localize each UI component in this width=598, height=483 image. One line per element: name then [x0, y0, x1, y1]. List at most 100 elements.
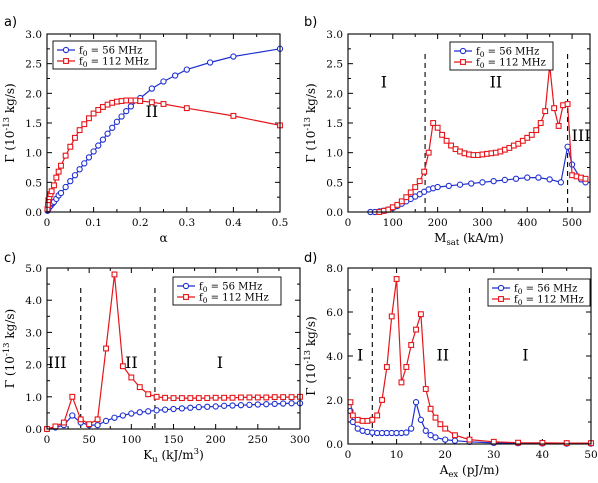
- panel-d-xtick-label: 40: [536, 449, 549, 461]
- panel-b-ylabel-main: Γ (10: [304, 131, 318, 163]
- panel-a-region-label: II: [146, 102, 159, 121]
- panel-b-data-point: [430, 120, 437, 126]
- panel-d-xlabel-rest: (pJ/m): [458, 463, 499, 477]
- panel-d-plot-frame: [347, 267, 592, 445]
- panel-a-xtick-label: 0.5: [272, 217, 289, 229]
- panel-a-data-point: [171, 72, 179, 79]
- panel-a-data-point: [90, 148, 97, 155]
- panel-b-data-point: [546, 176, 553, 183]
- panel-b-data-point: [524, 174, 531, 181]
- panel-c-ytick-label: 2.0: [25, 360, 42, 372]
- panel-a-series-line: [46, 99, 281, 210]
- panel-c-data-point: [86, 421, 93, 428]
- panel-d-data-point: [354, 416, 361, 423]
- panel-b-legend-entry-sub: 0: [480, 61, 485, 70]
- panel-c-legend-entry-rest: = 56 MHz: [207, 282, 262, 293]
- panel-c-xlabel-sup: 3: [194, 447, 199, 457]
- panel-a-data-point: [118, 113, 125, 120]
- panel-a-data-point: [99, 136, 107, 143]
- panel-a-data-point: [127, 97, 134, 104]
- panel-c-ytick-label: 0.0: [25, 424, 42, 436]
- panel-a-data-point: [160, 78, 167, 85]
- panel-c-data-point: [111, 271, 118, 278]
- panel-a-plot-frame: [46, 33, 281, 213]
- panel-a-ytick-label: 0.5: [25, 177, 42, 189]
- panel-c-data-point: [271, 394, 278, 401]
- panel-c-legend-marker: [182, 282, 190, 290]
- panel-d-legend-entry: f0 = 56 MHz: [514, 284, 577, 297]
- panel-b-data-point: [524, 134, 531, 141]
- panel-d-xlabel-sub: ex: [448, 470, 458, 480]
- panel-b-data-point: [512, 175, 520, 182]
- panel-c-data-point: [280, 394, 287, 401]
- panel-b-data-point: [479, 179, 486, 186]
- panel-c-xlabel-end: ): [199, 448, 204, 462]
- panel-a-letter: a): [4, 15, 17, 30]
- panel-a-data-point: [72, 134, 78, 141]
- panel-a-xtick-label: 0.1: [85, 217, 102, 229]
- panel-c-data-point: [111, 414, 118, 421]
- panel-d-data-point: [427, 405, 434, 412]
- panel-b-y-axis-label: Γ (10-13 kg/s): [303, 83, 318, 162]
- panel-d-data-point: [403, 429, 410, 436]
- panel-c-letter: c): [4, 251, 16, 266]
- panel-c-data-point: [136, 409, 143, 416]
- panel-a-data-point: [230, 53, 237, 60]
- panel-a-data-point: [95, 142, 102, 149]
- panel-b-region-label: I: [381, 72, 387, 91]
- panel-b-data-point: [445, 182, 452, 190]
- panel-c-y-axis-label: Γ (10-13 kg/s): [2, 309, 17, 388]
- panel-c-series-112mhz: [44, 271, 303, 432]
- panel-b-data-point: [515, 140, 522, 147]
- panel-a-data-point: [99, 104, 106, 110]
- panel-b-data-point: [582, 175, 589, 182]
- panel-b-data-point: [501, 176, 509, 184]
- panel-c-data-point: [271, 400, 278, 408]
- panel-b-ytick-label: 2.5: [326, 59, 343, 71]
- panel-d-data-point: [359, 417, 366, 424]
- panel-c-data-point: [94, 416, 101, 423]
- panel-c-data-point: [246, 401, 253, 408]
- panel-c-data-point: [212, 403, 219, 410]
- panel-c-plot-frame: [46, 267, 301, 430]
- panel-c-data-point: [229, 394, 236, 401]
- panel-b-legend-entry-f: f: [476, 47, 481, 58]
- panel-d-ytick-label: 2.0: [326, 395, 343, 407]
- panel-d-legend-entry-rest: = 112 MHz: [522, 295, 583, 306]
- panel-b-data-point: [398, 198, 405, 205]
- panel-b-xlabel-main: M: [434, 231, 446, 245]
- panel-a-ytick-label: 2.0: [25, 88, 42, 100]
- panel-d-data-point: [442, 425, 449, 432]
- panel-a-data-point: [81, 160, 88, 167]
- panel-c-data-point: [229, 402, 236, 409]
- panel-a-data-point: [67, 177, 74, 185]
- panel-a-data-point: [57, 189, 65, 197]
- panel-d-data-point: [379, 397, 385, 403]
- panel-b-ytick-label: 3.0: [326, 29, 343, 41]
- panel-d-data-point: [432, 414, 439, 421]
- panel-d-ytick-label: 4.0: [326, 351, 343, 363]
- panel-a-data-point: [148, 99, 155, 106]
- panel-c-data-point: [288, 394, 295, 401]
- panel-b-ytick-label: 1.0: [326, 148, 343, 160]
- panel-d-data-point: [515, 439, 522, 446]
- panel-c-x-axis-label: Ku (kJ/m3): [143, 447, 204, 465]
- panel-b-xtick-label: 300: [472, 217, 492, 229]
- panel-c-region-label: III: [48, 353, 67, 372]
- panel-c-data-point: [69, 412, 76, 419]
- panel-c-data-point: [52, 423, 59, 430]
- panel-a-legend-entry-f: f: [79, 46, 84, 57]
- panel-d-data-point: [437, 421, 444, 428]
- panel-a-ylabel-rest: kg/s): [3, 83, 17, 117]
- panel-b-data-point: [439, 131, 446, 138]
- panel-d-data-point: [393, 276, 400, 282]
- panel-d-y-axis-label: Γ (10-13 kg/s): [303, 316, 318, 395]
- panel-c-data-point: [136, 384, 143, 391]
- panel-c-xtick-label: 150: [163, 434, 183, 446]
- panel-b: b) 0 100 200 300 400 500 0.0 0.5 1.0 1.5 2.0 2.5 3.0 I…: [303, 15, 591, 248]
- panel-c-data-point: [128, 374, 135, 381]
